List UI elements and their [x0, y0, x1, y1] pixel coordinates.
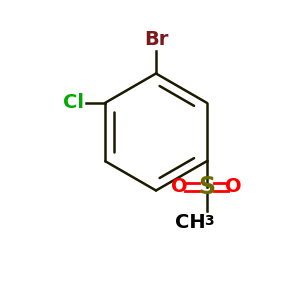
Text: CH: CH: [175, 213, 205, 232]
Text: S: S: [198, 175, 215, 199]
Text: O: O: [225, 177, 242, 196]
Text: Cl: Cl: [63, 93, 84, 112]
Text: O: O: [171, 177, 188, 196]
Text: 3: 3: [205, 214, 214, 228]
Text: Br: Br: [144, 31, 168, 50]
